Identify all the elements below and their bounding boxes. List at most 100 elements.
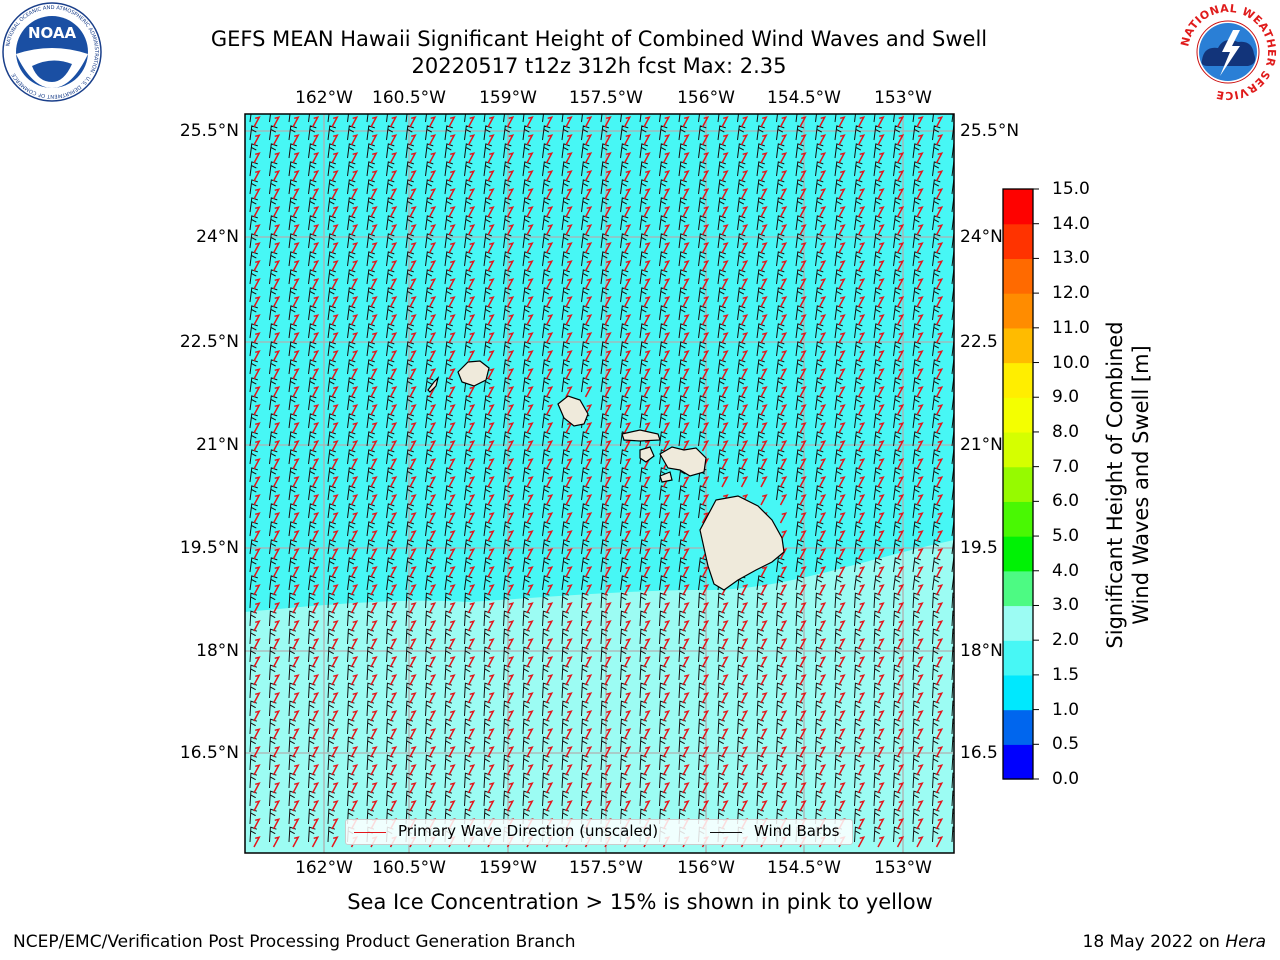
wind-barb [327,359,336,375]
wave-direction-arrow [721,458,729,470]
wave-direction-arrow [779,800,788,812]
wind-barb [834,413,843,429]
wave-direction-arrow [956,513,961,523]
wind-barb [932,377,941,393]
wind-barb [659,521,668,537]
wave-direction-arrow [838,422,846,434]
wind-barb [815,287,824,303]
wave-direction-arrow [272,530,281,542]
wave-direction-arrow [721,422,729,434]
wave-direction-arrow [838,530,846,542]
wind-barb [308,125,317,141]
wind-barb [600,215,609,231]
wave-direction-arrow [467,476,476,488]
wind-barb [366,377,375,393]
wind-barb [854,161,863,177]
wind-barb [620,287,629,303]
wave-direction-arrow [506,674,515,686]
wind-barb [600,521,609,537]
wind-barb [815,575,824,591]
wave-direction-arrow [857,674,866,686]
wave-direction-arrow [565,656,573,668]
wave-direction-arrow [311,296,320,308]
wind-barb [366,323,375,339]
colorbar-bin [1003,362,1033,398]
wind-barb [386,323,395,339]
wave-direction-arrow [565,800,573,812]
wave-direction-arrow [877,620,885,632]
wave-direction-arrow [584,332,593,344]
wave-direction-arrow [838,620,846,632]
wave-direction-arrow [292,674,300,686]
wave-direction-arrow [662,206,671,218]
wave-direction-arrow [467,656,476,668]
wind-barb [327,539,336,555]
wave-direction-arrow [448,278,456,290]
wave-direction-arrow [272,566,281,578]
wave-direction-arrow [935,296,944,308]
colorbar-title-line1: Significant Height of Combined [1103,321,1127,649]
wave-direction-arrow [565,440,573,452]
wave-direction-arrow [623,764,632,776]
wave-direction-arrow [662,170,671,182]
wave-direction-arrow [818,800,827,812]
wave-direction-arrow [857,512,866,524]
wave-direction-arrow [565,242,573,254]
wave-direction-arrow [311,134,320,146]
wind-barb [932,449,941,465]
wind-barb [483,485,492,501]
wave-direction-arrow [350,764,359,776]
wave-direction-arrow [779,602,788,614]
wind-barb [269,305,278,321]
wave-direction-arrow [331,782,339,794]
wave-direction-arrow [643,674,651,686]
wind-barb [893,539,902,555]
wave-direction-arrow [740,368,749,380]
wave-direction-arrow [604,116,612,128]
wind-barb [600,341,609,357]
wave-direction-arrow [253,620,261,632]
wave-direction-arrow [818,584,827,596]
wind-barb [873,467,882,483]
wave-direction-arrow [331,440,339,452]
wave-direction-arrow [409,422,417,434]
wave-direction-arrow [935,782,944,794]
wind-barb [386,233,395,249]
wave-direction-arrow [799,710,807,722]
wind-barb [269,395,278,411]
wind-barb [737,161,746,177]
wind-barb [717,467,726,483]
wave-direction-arrow [721,170,729,182]
wave-direction-arrow [818,512,827,524]
wave-direction-arrow [331,800,339,812]
wave-direction-arrow [760,710,768,722]
wind-barb [678,305,687,321]
wave-direction-arrow [350,170,359,182]
wind-barb [737,431,746,447]
wave-direction-arrow [370,224,378,236]
wave-direction-arrow [331,764,339,776]
wind-barb [834,179,843,195]
wave-direction-arrow [487,620,495,632]
wind-barb [600,197,609,213]
wave-direction-arrow [584,188,593,200]
wave-direction-arrow [838,314,846,326]
wave-direction-arrow [428,260,437,272]
wave-direction-arrow [877,836,885,848]
wind-barb [405,467,414,483]
wind-barb [795,161,804,177]
wave-direction-arrow [956,297,961,307]
wind-barb [249,305,258,321]
wave-direction-arrow [877,386,885,398]
wave-direction-arrow [701,638,710,650]
wave-direction-arrow [370,602,378,614]
island-hawaii [699,495,785,591]
wave-direction-arrow [623,494,632,506]
wave-direction-arrow [526,314,534,326]
wind-barb [600,125,609,141]
wave-direction-arrow [292,656,300,668]
wind-barb [561,233,570,249]
wind-barb [854,323,863,339]
wind-barb [854,114,861,123]
